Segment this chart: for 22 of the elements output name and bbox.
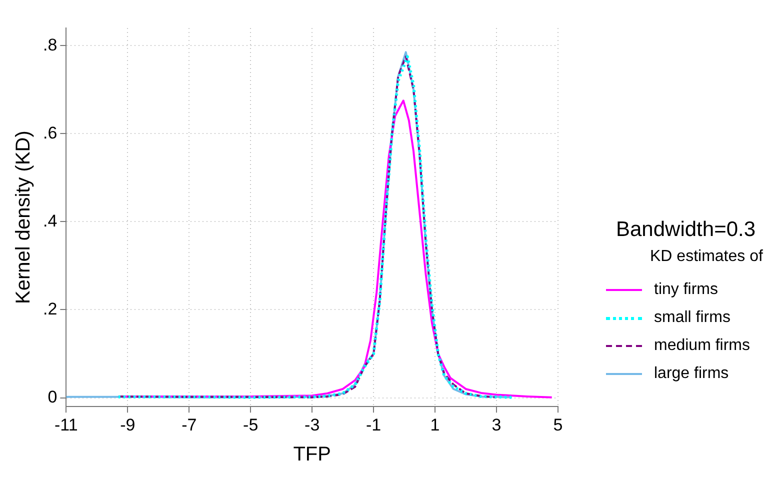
x-tick-label: -5 (243, 415, 258, 434)
legend-label: tiny firms (654, 281, 718, 299)
legend-title: Bandwidth=0.3 (616, 218, 757, 242)
x-tick-label: 1 (430, 415, 440, 434)
text: KD estimates of (650, 248, 764, 266)
y-tick-label: .8 (42, 35, 58, 54)
x-tick-label: -7 (182, 415, 197, 434)
y-tick-label: .2 (42, 299, 58, 318)
y-tick-label: .4 (42, 211, 58, 230)
y-tick-label: .6 (42, 123, 58, 142)
x-tick-label: 5 (553, 415, 563, 434)
y-tick-label: 0 (48, 387, 58, 406)
legend-label: medium firms (654, 337, 750, 355)
legend-label: large firms (654, 365, 729, 383)
y-axis-title: Kernel density (KD) (12, 130, 35, 304)
x-tick-label: -9 (120, 415, 136, 434)
x-axis-title: TFP (293, 444, 331, 466)
x-tick-label: -3 (304, 415, 320, 434)
x-tick-label: 3 (492, 415, 502, 434)
x-tick-label: -11 (54, 415, 78, 434)
x-tick-label: -1 (366, 415, 382, 434)
legend-label: small firms (654, 309, 730, 327)
